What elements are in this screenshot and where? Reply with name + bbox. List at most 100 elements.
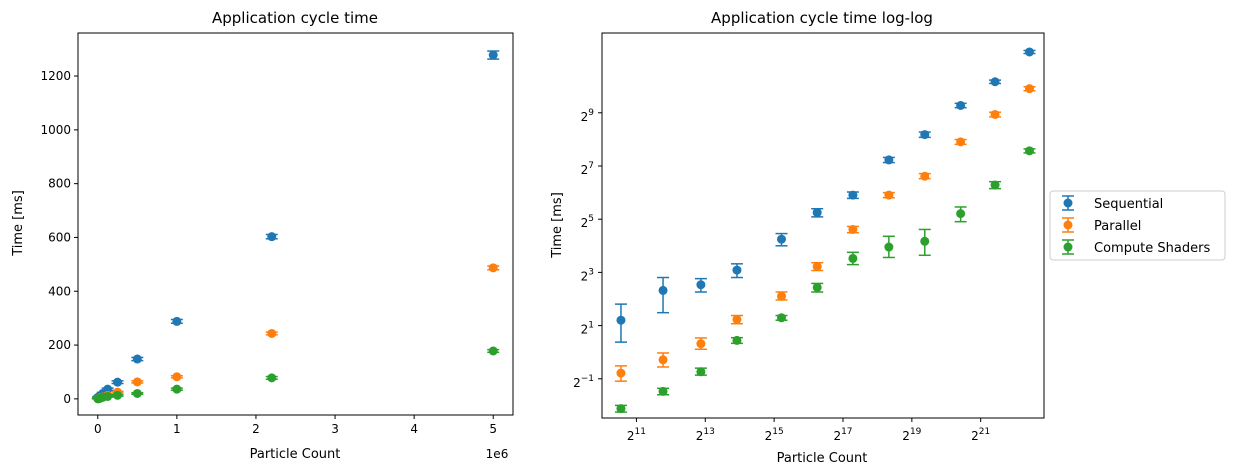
chart2-point-compute-shaders-marker bbox=[848, 253, 858, 263]
chart2-point-compute-shaders-marker bbox=[920, 236, 930, 246]
chart2-point-sequential bbox=[614, 303, 627, 343]
chart2-point-compute-shaders-marker bbox=[732, 335, 742, 345]
chart2-point-sequential-marker bbox=[848, 190, 858, 200]
chart1-xlabel: Particle Count bbox=[250, 447, 341, 462]
chart1-point-compute-shaders-marker bbox=[113, 390, 123, 400]
chart2-xtick-label: 221 bbox=[971, 427, 990, 443]
legend-label: Sequential bbox=[1094, 197, 1163, 212]
chart1-xtick-label: 1 bbox=[173, 422, 181, 436]
chart2-point-compute-shaders bbox=[811, 282, 824, 293]
chart2-point-compute-shaders bbox=[918, 228, 931, 257]
chart2-point-parallel-marker bbox=[812, 262, 822, 272]
chart1-ytick-label: 800 bbox=[48, 177, 71, 191]
chart1-point-parallel-marker bbox=[172, 372, 182, 382]
legend-entry-parallel: Parallel bbox=[1062, 217, 1141, 234]
chart1-point-sequential-marker bbox=[132, 354, 142, 364]
chart2-point-parallel-marker bbox=[956, 137, 966, 147]
chart1-point-parallel bbox=[131, 377, 144, 387]
chart2-point-compute-shaders-marker bbox=[658, 386, 668, 396]
chart2-point-compute-shaders bbox=[730, 335, 743, 345]
legend-marker bbox=[1063, 198, 1073, 208]
chart1-ytick-label: 600 bbox=[48, 230, 71, 244]
chart1-point-parallel-marker bbox=[267, 328, 277, 338]
chart1-point-compute-shaders-marker bbox=[103, 391, 113, 401]
chart2-point-compute-shaders bbox=[1023, 146, 1036, 156]
chart1-point-sequential bbox=[170, 316, 183, 326]
legend-marker bbox=[1063, 242, 1073, 252]
chart1-point-parallel bbox=[170, 372, 183, 382]
chart1-point-sequential-marker bbox=[113, 377, 123, 387]
chart2-point-compute-shaders bbox=[954, 206, 967, 223]
chart2-point-compute-shaders-marker bbox=[812, 282, 822, 292]
chart2-xtick-label: 217 bbox=[833, 427, 852, 443]
chart1-point-sequential bbox=[265, 232, 278, 242]
chart1-point-sequential-marker bbox=[267, 232, 277, 242]
chart2-point-compute-shaders bbox=[614, 404, 627, 414]
chart2-point-sequential-marker bbox=[658, 285, 668, 295]
chart2-title: Application cycle time log-log bbox=[711, 9, 933, 27]
chart-loglog: Application cycle time log-log Particle … bbox=[550, 9, 1045, 466]
chart1-xtick-label: 4 bbox=[410, 422, 418, 436]
chart1-point-compute-shaders-marker bbox=[172, 384, 182, 394]
chart2-point-compute-shaders bbox=[694, 367, 707, 377]
legend-label: Compute Shaders bbox=[1094, 241, 1210, 256]
chart2-point-sequential bbox=[811, 208, 824, 218]
chart2-point-parallel bbox=[811, 261, 824, 272]
chart2-point-sequential-marker bbox=[920, 130, 930, 140]
chart1-point-compute-shaders-marker bbox=[132, 388, 142, 398]
chart1-point-parallel-marker bbox=[488, 263, 498, 273]
chart2-point-compute-shaders-marker bbox=[956, 209, 966, 219]
chart2-point-compute-shaders bbox=[657, 386, 670, 396]
chart2-point-parallel-marker bbox=[884, 190, 894, 200]
chart1-point-sequential bbox=[487, 50, 500, 60]
chart1-point-sequential bbox=[111, 377, 124, 387]
chart2-point-sequential bbox=[954, 100, 967, 110]
chart1-point-parallel bbox=[487, 263, 500, 273]
chart2-point-parallel-marker bbox=[658, 355, 668, 365]
chart1-title: Application cycle time bbox=[212, 9, 378, 27]
chart2-point-compute-shaders-marker bbox=[884, 242, 894, 252]
chart2-point-sequential bbox=[730, 263, 743, 279]
chart2-point-parallel-marker bbox=[696, 339, 706, 349]
chart1-ytick-label: 200 bbox=[48, 338, 71, 352]
chart2-xtick-label: 215 bbox=[765, 427, 784, 443]
chart2-point-sequential bbox=[657, 276, 670, 314]
chart1-point-compute-shaders bbox=[170, 384, 183, 394]
chart2-point-parallel bbox=[882, 190, 895, 200]
chart1-point-sequential-marker bbox=[488, 50, 498, 60]
chart2-point-sequential bbox=[918, 130, 931, 140]
chart2-point-parallel bbox=[730, 314, 743, 325]
chart2-point-compute-shaders bbox=[775, 313, 788, 323]
chart1-xtick-label: 3 bbox=[331, 422, 339, 436]
chart1-ytick-label: 400 bbox=[48, 284, 71, 298]
chart2-point-sequential bbox=[1023, 47, 1036, 57]
chart2-xtick-label: 219 bbox=[902, 427, 921, 443]
chart2-point-compute-shaders-marker bbox=[616, 404, 626, 414]
chart2-point-compute-shaders bbox=[989, 180, 1002, 190]
chart1-point-sequential-marker bbox=[103, 384, 113, 394]
chart2-point-parallel bbox=[918, 171, 931, 181]
chart2-point-parallel bbox=[954, 137, 967, 147]
chart1-ytick-label: 0 bbox=[63, 392, 71, 406]
chart1-x-offset-text: 1e6 bbox=[486, 447, 509, 461]
chart2-point-compute-shaders-marker bbox=[696, 367, 706, 377]
chart1-ytick-label: 1200 bbox=[40, 69, 71, 83]
chart1-plot-frame bbox=[77, 32, 514, 416]
chart2-ytick-label: 2−1 bbox=[573, 374, 594, 390]
legend-entry-sequential: Sequential bbox=[1062, 195, 1163, 212]
chart1-point-compute-shaders bbox=[487, 346, 500, 356]
chart2-point-compute-shaders-marker bbox=[1024, 146, 1034, 156]
legend: Sequential Parallel Compute Shaders bbox=[1049, 190, 1226, 261]
chart2-point-sequential bbox=[882, 155, 895, 165]
chart2-xtick-label: 213 bbox=[696, 427, 715, 443]
chart2-point-parallel bbox=[989, 109, 1002, 119]
chart2-point-sequential-marker bbox=[990, 77, 1000, 87]
chart1-xtick-label: 5 bbox=[489, 422, 497, 436]
chart2-point-sequential-marker bbox=[732, 265, 742, 275]
chart2-point-sequential bbox=[846, 190, 859, 200]
chart1-point-sequential-marker bbox=[172, 316, 182, 326]
chart2-point-parallel bbox=[614, 365, 627, 382]
legend-box bbox=[1049, 190, 1226, 261]
chart2-point-parallel-marker bbox=[616, 368, 626, 378]
chart2-ytick-label: 23 bbox=[581, 267, 594, 283]
